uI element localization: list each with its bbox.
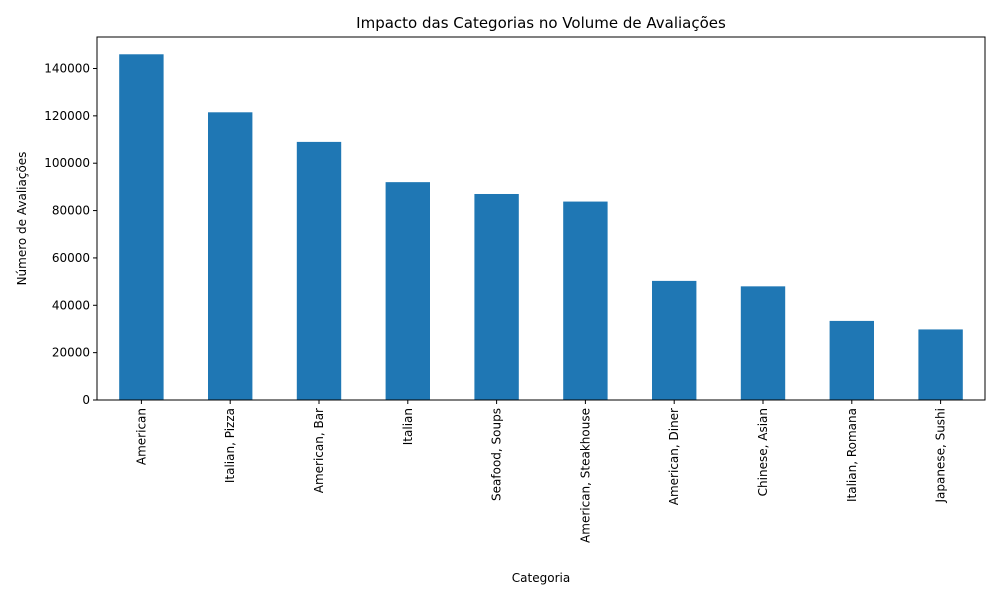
x-tick-label: Italian, Romana — [845, 408, 859, 502]
bar — [918, 329, 963, 400]
y-tick-label: 60000 — [52, 251, 90, 265]
x-ticks: American Italian, Pizza American, Bar Itali… — [134, 400, 948, 543]
y-tick-label: 100000 — [44, 156, 90, 170]
y-tick-label: 140000 — [44, 61, 90, 75]
bar — [563, 201, 608, 400]
x-axis-label: Categoria — [512, 571, 570, 585]
plot-frame — [96, 36, 986, 401]
x-tick-label: Seafood, Soups — [490, 408, 504, 501]
bar — [119, 54, 164, 401]
y-tick-label: 40000 — [52, 298, 90, 312]
y-axis-label: Número de Avaliações — [15, 152, 29, 286]
x-tick-label: Chinese, Asian — [756, 408, 770, 496]
y-ticks: 0 20000 40000 60000 80000 100000 120000 140000 — [44, 61, 97, 407]
y-tick-label: 0 — [82, 393, 90, 407]
x-tick-label: Italian, Pizza — [223, 408, 237, 483]
bars-layer — [119, 54, 963, 401]
x-tick-label: Italian — [401, 408, 415, 445]
x-tick-label: American, Diner — [667, 408, 681, 505]
bar — [829, 320, 874, 400]
bar — [385, 182, 430, 400]
y-tick-label: 80000 — [52, 204, 90, 218]
y-tick-label: 20000 — [52, 346, 90, 360]
x-tick-label: Japanese, Sushi — [934, 408, 948, 504]
bar — [296, 141, 342, 400]
bar — [652, 280, 697, 400]
axes-layer — [96, 36, 986, 401]
bar — [740, 286, 786, 400]
y-tick-label: 120000 — [44, 109, 90, 123]
x-tick-label: American, Bar — [312, 408, 326, 493]
bar — [474, 193, 519, 400]
x-tick-label: American — [134, 408, 148, 465]
bar — [208, 112, 253, 401]
chart-title: Impacto das Categorias no Volume de Aval… — [356, 14, 726, 32]
x-tick-label: American, Steakhouse — [578, 408, 592, 543]
